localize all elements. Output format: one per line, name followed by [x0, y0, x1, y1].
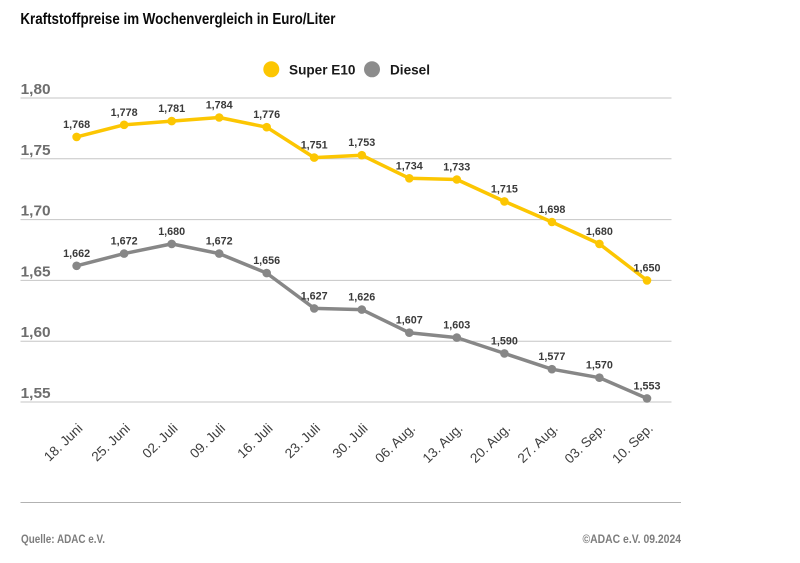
svg-text:1,55: 1,55	[21, 385, 51, 402]
svg-text:06. Aug.: 06. Aug.	[372, 421, 418, 466]
svg-text:1,75: 1,75	[21, 142, 51, 159]
svg-text:Super E10: Super E10	[289, 62, 356, 78]
svg-text:1,603: 1,603	[443, 320, 470, 332]
svg-text:1,733: 1,733	[443, 162, 470, 174]
svg-text:1,672: 1,672	[206, 236, 233, 248]
svg-text:Kraftstoffpreise im Wochenverg: Kraftstoffpreise im Wochenvergleich in E…	[20, 11, 335, 28]
svg-text:1,698: 1,698	[538, 204, 565, 216]
svg-text:25. Juni: 25. Juni	[89, 421, 133, 465]
svg-text:1,778: 1,778	[111, 107, 138, 119]
svg-text:1,577: 1,577	[538, 351, 565, 363]
svg-text:23. Juli: 23. Juli	[282, 421, 323, 462]
svg-text:03. Sep.: 03. Sep.	[562, 421, 609, 467]
svg-text:1,784: 1,784	[206, 100, 234, 112]
svg-text:1,553: 1,553	[634, 380, 661, 392]
svg-text:1,753: 1,753	[348, 137, 375, 149]
svg-text:20. Aug.: 20. Aug.	[467, 421, 513, 466]
svg-text:1,570: 1,570	[586, 360, 613, 372]
svg-text:02. Juli: 02. Juli	[139, 421, 180, 462]
svg-text:1,626: 1,626	[348, 292, 375, 304]
svg-text:©ADAC e.V. 09.2024: ©ADAC e.V. 09.2024	[583, 534, 682, 546]
svg-text:09. Juli: 09. Juli	[187, 421, 228, 462]
svg-text:1,662: 1,662	[63, 248, 90, 260]
svg-text:30. Juli: 30. Juli	[329, 421, 370, 462]
svg-text:1,672: 1,672	[111, 236, 138, 248]
svg-text:1,680: 1,680	[158, 226, 185, 238]
svg-text:1,751: 1,751	[301, 140, 328, 152]
svg-text:10. Sep.: 10. Sep.	[609, 421, 656, 467]
svg-text:1,715: 1,715	[491, 183, 518, 195]
svg-text:1,776: 1,776	[253, 109, 280, 121]
svg-text:1,650: 1,650	[634, 262, 661, 274]
svg-text:1,65: 1,65	[21, 263, 51, 280]
svg-text:1,656: 1,656	[253, 255, 280, 267]
svg-text:18. Juni: 18. Juni	[41, 421, 85, 465]
svg-text:1,80: 1,80	[21, 81, 51, 98]
svg-text:Diesel: Diesel	[390, 62, 430, 78]
svg-text:13. Aug.: 13. Aug.	[420, 421, 466, 466]
svg-text:1,734: 1,734	[396, 160, 424, 172]
svg-text:1,768: 1,768	[63, 119, 90, 131]
svg-text:1,680: 1,680	[586, 226, 613, 238]
svg-text:1,60: 1,60	[21, 324, 51, 341]
svg-text:Quelle: ADAC e.V.: Quelle: ADAC e.V.	[21, 534, 105, 546]
svg-text:1,781: 1,781	[158, 103, 185, 115]
svg-text:1,627: 1,627	[301, 290, 328, 302]
svg-text:1,70: 1,70	[21, 203, 51, 220]
svg-text:16. Juli: 16. Juli	[234, 421, 275, 462]
svg-text:1,590: 1,590	[491, 335, 518, 347]
svg-text:1,607: 1,607	[396, 315, 423, 327]
svg-text:27. Aug.: 27. Aug.	[515, 421, 561, 466]
